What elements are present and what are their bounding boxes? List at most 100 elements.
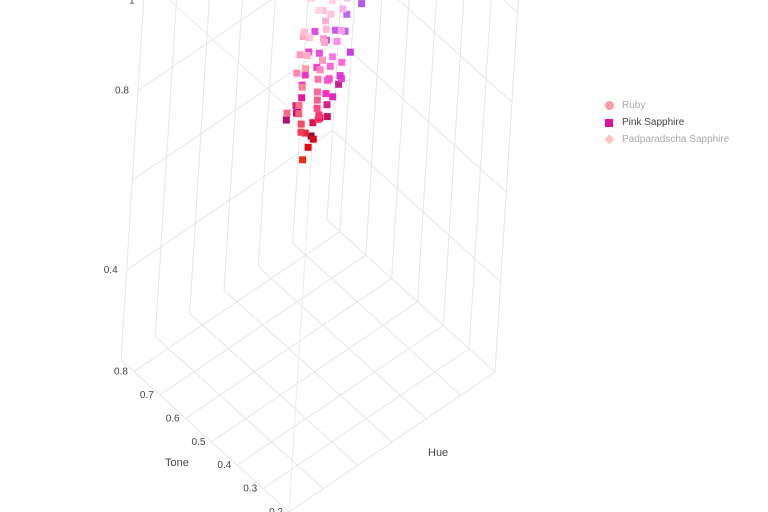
pink-sapphire-point[interactable] (319, 7, 327, 14)
x-gridline-back (442, 0, 465, 326)
pink-sapphire-point[interactable] (336, 72, 344, 80)
pink-sapphire-point[interactable] (302, 65, 310, 73)
axis-ticks: 0.2 0.3 0.4 0.5 0.6 0.7 0.8 0.4 0.8 1 (104, 0, 284, 512)
pink-sapphire-point[interactable] (283, 109, 291, 117)
pink-sapphire-point[interactable] (301, 129, 309, 137)
pink-sapphire-point[interactable] (308, 0, 315, 2)
legend-label-pink-sapphire: Pink Sapphire (622, 117, 685, 128)
z-gridline-back (337, 39, 507, 193)
z-gridline-back (332, 129, 501, 283)
data-points[interactable] (282, 0, 373, 164)
pink-sapphire-point[interactable] (309, 135, 317, 143)
y-gridline-side (257, 0, 276, 267)
pink-sapphire-point[interactable] (309, 119, 317, 127)
y-gridline-side (189, 0, 210, 314)
pink-sapphire-point[interactable] (293, 69, 301, 77)
y-gridline-floor (189, 312, 359, 466)
pink-sapphire-point[interactable] (329, 0, 337, 5)
pink-sapphire-point[interactable] (299, 33, 307, 40)
pink-sapphire-point[interactable] (335, 80, 343, 88)
pink-sapphire-point[interactable] (315, 49, 323, 57)
z-gridline-back (503, 0, 518, 13)
pink-sapphire-point[interactable] (328, 53, 336, 61)
pink-sapphire-point[interactable] (343, 10, 351, 18)
x-gridline-back (365, 0, 383, 256)
y-gridline-side (120, 0, 145, 361)
x-tick-label: 0.8 (114, 367, 128, 378)
y-gridline-side (154, 0, 177, 337)
pink-sapphire-point[interactable] (304, 143, 312, 151)
pink-sapphire-point[interactable] (305, 34, 313, 42)
x-tick-label: 0.5 (192, 437, 206, 448)
x-tick-label: 0.4 (217, 460, 231, 471)
pink-sapphire-point[interactable] (333, 37, 341, 45)
pink-sapphire-point[interactable] (337, 27, 345, 34)
pink-sapphire-point[interactable] (282, 116, 290, 124)
z-gridline-side (137, 0, 272, 91)
z-gridline-side (126, 129, 333, 271)
pink-sapphire-point[interactable] (346, 48, 354, 56)
pink-sapphire-point[interactable] (326, 62, 334, 70)
pink-sapphire-point[interactable] (295, 102, 303, 109)
x-tick-label: 0.7 (140, 390, 154, 401)
pink-sapphire-point[interactable] (358, 0, 366, 8)
pink-sapphire-point[interactable] (303, 52, 311, 59)
z-tick-label: 1 (129, 0, 135, 6)
z-gridline-back (398, 0, 513, 103)
legend-item-pink-sapphire[interactable]: Pink Sapphire (602, 114, 729, 131)
pink-sapphire-point[interactable] (321, 39, 328, 46)
pink-sapphire-point[interactable] (297, 128, 305, 136)
pink-sapphire-point[interactable] (316, 66, 324, 74)
pink-sapphire-point[interactable] (313, 104, 321, 112)
pink-sapphire-point[interactable] (301, 28, 308, 36)
pink-sapphire-point[interactable] (299, 156, 307, 164)
pink-sapphire-point[interactable] (298, 94, 306, 102)
y-gridline-floor (154, 336, 324, 490)
x-tick-label: 0.2 (269, 507, 283, 512)
pink-sapphire-point[interactable] (314, 115, 322, 123)
x-gridline-back (494, 0, 519, 373)
pink-sapphire-point[interactable] (341, 27, 349, 35)
x-gridline-back (416, 0, 437, 302)
legend-item-padparadscha-sapphire[interactable]: Padparadscha Sapphire (602, 131, 729, 148)
pink-sapphire-point[interactable] (295, 110, 303, 118)
pink-sapphire-point[interactable] (327, 10, 335, 18)
z-tick-label: 0.4 (104, 265, 118, 276)
pink-sapphire-point[interactable] (322, 17, 330, 25)
x-gridline-back (391, 0, 410, 279)
pink-sapphire-point[interactable] (311, 28, 319, 35)
y-gridline-floor (292, 242, 462, 396)
pink-sapphire-point[interactable] (343, 0, 351, 2)
y-gridline-floor (223, 289, 393, 443)
z-gridline-side (132, 39, 339, 181)
axis-grid (120, 0, 519, 512)
box-edge (168, 0, 314, 131)
pink-sapphire-point[interactable] (338, 58, 346, 66)
pink-sapphire-point[interactable] (319, 56, 326, 64)
chart-legend: Ruby Pink Sapphire Padparadscha Sapphire (602, 97, 729, 148)
pink-sapphire-point[interactable] (332, 26, 339, 34)
square-marker-icon (602, 116, 616, 130)
pink-sapphire-point[interactable] (314, 75, 322, 83)
pink-sapphire-point[interactable] (315, 7, 323, 14)
pink-sapphire-point[interactable] (324, 76, 332, 84)
pink-sapphire-point[interactable] (296, 51, 304, 59)
pink-sapphire-point[interactable] (315, 111, 323, 119)
pink-sapphire-point[interactable] (322, 90, 330, 98)
pink-sapphire-point[interactable] (329, 93, 337, 101)
pink-sapphire-point[interactable] (297, 120, 305, 128)
pink-sapphire-point[interactable] (339, 5, 347, 13)
pink-sapphire-point[interactable] (323, 113, 331, 121)
pink-sapphire-point[interactable] (320, 35, 328, 43)
pink-sapphire-point[interactable] (314, 88, 321, 96)
pink-sapphire-point[interactable] (323, 101, 331, 109)
pink-sapphire-point[interactable] (301, 71, 309, 79)
pink-sapphire-point[interactable] (322, 25, 330, 33)
pink-sapphire-point[interactable] (298, 83, 306, 91)
legend-item-ruby[interactable]: Ruby (602, 97, 729, 114)
x-axis-title: Tone (165, 457, 189, 469)
pink-sapphire-point[interactable] (313, 96, 321, 104)
legend-label-ruby: Ruby (622, 100, 646, 111)
y-gridline-floor (326, 219, 496, 373)
